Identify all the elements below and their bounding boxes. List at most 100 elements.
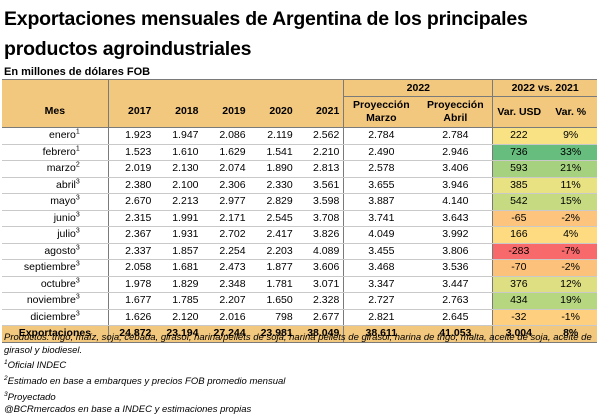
header-proyeccion-marzo: Proyección Marzo (343, 96, 419, 128)
value-cell: 1.877 (249, 259, 297, 277)
header-row: Mes 2017 2018 2019 2020 2021 Proyección M… (2, 96, 597, 128)
total-proy-marzo: 38.611 (343, 325, 419, 343)
value-cell: 2.328 (296, 292, 345, 310)
var-usd-cell: 385 (492, 177, 545, 194)
month-cell: noviembre3 (2, 292, 109, 310)
value-cell: 2.203 (249, 243, 297, 260)
total-value: 23.194 (155, 325, 203, 343)
header-year: 2020 (249, 96, 297, 128)
proy-abril-cell: 3.406 (418, 160, 494, 178)
value-cell: 1.677 (108, 292, 156, 310)
value-cell: 1.626 (108, 309, 156, 326)
exports-table: 2022 2022 vs. 2021 Mes 2017 2018 2019 20… (2, 79, 597, 343)
header-row-top: 2022 2022 vs. 2021 (2, 79, 597, 97)
table-row: octubre3 1.978 1.829 2.348 1.781 3.071 3.347 3.… (2, 276, 597, 293)
value-cell: 2.977 (202, 193, 250, 211)
proy-marzo-cell: 3.347 (343, 276, 419, 293)
value-cell: 1.923 (108, 127, 156, 145)
month-cell: enero1 (2, 127, 109, 145)
value-cell: 3.598 (296, 193, 345, 211)
note-2: 2Estimado en base a embarques y precios … (4, 374, 286, 388)
var-pct-cell: 15% (544, 193, 597, 211)
var-pct-cell: 19% (544, 292, 597, 310)
var-usd-cell: 376 (492, 276, 545, 293)
table-row: septiembre3 2.058 1.681 2.473 1.877 3.606 3.46… (2, 259, 597, 277)
note-1: 1Oficial INDEC (4, 359, 67, 372)
total-value: 38.049 (296, 325, 345, 343)
proy-abril-cell: 3.447 (418, 276, 494, 293)
header-mes: Mes (2, 96, 109, 128)
value-cell: 3.561 (296, 177, 345, 194)
note-3: 3Proyectado (4, 390, 56, 403)
value-cell: 2.086 (202, 127, 250, 145)
header-var-usd: Var. USD (492, 96, 545, 128)
value-cell: 2.019 (108, 160, 156, 178)
table-row: noviembre3 1.677 1.785 2.207 1.650 2.328 2.727… (2, 292, 597, 310)
value-cell: 1.829 (155, 276, 203, 293)
note-productos: Productos: trigo, maíz, soja, cebada, gi… (4, 332, 592, 356)
proy-marzo-cell: 3.887 (343, 193, 419, 211)
var-pct-cell: -1% (544, 309, 597, 326)
value-cell: 3.606 (296, 259, 345, 277)
value-cell: 1.781 (249, 276, 297, 293)
proy-abril-cell: 2.946 (418, 144, 494, 161)
value-cell: 1.629 (202, 144, 250, 161)
var-usd-cell: 434 (492, 292, 545, 310)
table-row: enero1 1.923 1.947 2.086 2.119 2.562 2.784 2.78… (2, 127, 597, 145)
value-cell: 2.119 (249, 127, 297, 145)
value-cell: 2.330 (249, 177, 297, 194)
month-cell: mayo3 (2, 193, 109, 211)
value-cell: 2.348 (202, 276, 250, 293)
value-cell: 798 (249, 309, 297, 326)
value-cell: 2.670 (108, 193, 156, 211)
header-year: 2018 (155, 96, 203, 128)
month-cell: julio3 (2, 226, 109, 244)
proy-marzo-cell: 3.468 (343, 259, 419, 277)
proy-marzo-cell: 2.784 (343, 127, 419, 145)
proy-marzo-cell: 3.655 (343, 177, 419, 194)
value-cell: 2.213 (155, 193, 203, 211)
proy-marzo-cell: 2.490 (343, 144, 419, 161)
var-pct-cell: 4% (544, 226, 597, 244)
table-row: diciembre3 1.626 2.120 2.016 798 2.677 2.821 2.… (2, 309, 597, 326)
value-cell: 2.130 (155, 160, 203, 178)
value-cell: 2.562 (296, 127, 345, 145)
value-cell: 2.677 (296, 309, 345, 326)
table-row: marzo2 2.019 2.130 2.074 1.890 2.813 2.578 3.40… (2, 160, 597, 178)
month-cell: marzo2 (2, 160, 109, 178)
total-value: 23.981 (249, 325, 297, 343)
proy-abril-cell: 3.806 (418, 243, 494, 260)
proy-marzo-cell: 2.578 (343, 160, 419, 178)
value-cell: 2.380 (108, 177, 156, 194)
proy-abril-cell: 3.536 (418, 259, 494, 277)
month-cell: agosto3 (2, 243, 109, 260)
value-cell: 1.523 (108, 144, 156, 161)
value-cell: 1.650 (249, 292, 297, 310)
table-row: agosto3 2.337 1.857 2.254 2.203 4.089 3.455 3.8… (2, 243, 597, 260)
var-pct-cell: 12% (544, 276, 597, 293)
value-cell: 2.058 (108, 259, 156, 277)
value-cell: 2.100 (155, 177, 203, 194)
value-cell: 2.171 (202, 210, 250, 227)
note-source: @BCRmercados en base a INDEC y estimacio… (4, 404, 252, 416)
proy-marzo-cell: 4.049 (343, 226, 419, 244)
value-cell: 2.473 (202, 259, 250, 277)
value-cell: 2.210 (296, 144, 345, 161)
value-cell: 2.120 (155, 309, 203, 326)
value-cell: 1.931 (155, 226, 203, 244)
var-pct-cell: -7% (544, 243, 597, 260)
value-cell: 2.074 (202, 160, 250, 178)
header-var-pct: Var. % (544, 96, 597, 128)
var-usd-cell: -32 (492, 309, 545, 326)
total-var-usd: 3.004 (492, 325, 545, 343)
value-cell: 2.367 (108, 226, 156, 244)
month-cell: octubre3 (2, 276, 109, 293)
month-cell: diciembre3 (2, 309, 109, 326)
proy-marzo-cell: 2.821 (343, 309, 419, 326)
var-usd-cell: 593 (492, 160, 545, 178)
var-pct-cell: -2% (544, 259, 597, 277)
header-year: 2017 (108, 96, 156, 128)
value-cell: 1.610 (155, 144, 203, 161)
proy-marzo-cell: 2.727 (343, 292, 419, 310)
value-cell: 1.785 (155, 292, 203, 310)
